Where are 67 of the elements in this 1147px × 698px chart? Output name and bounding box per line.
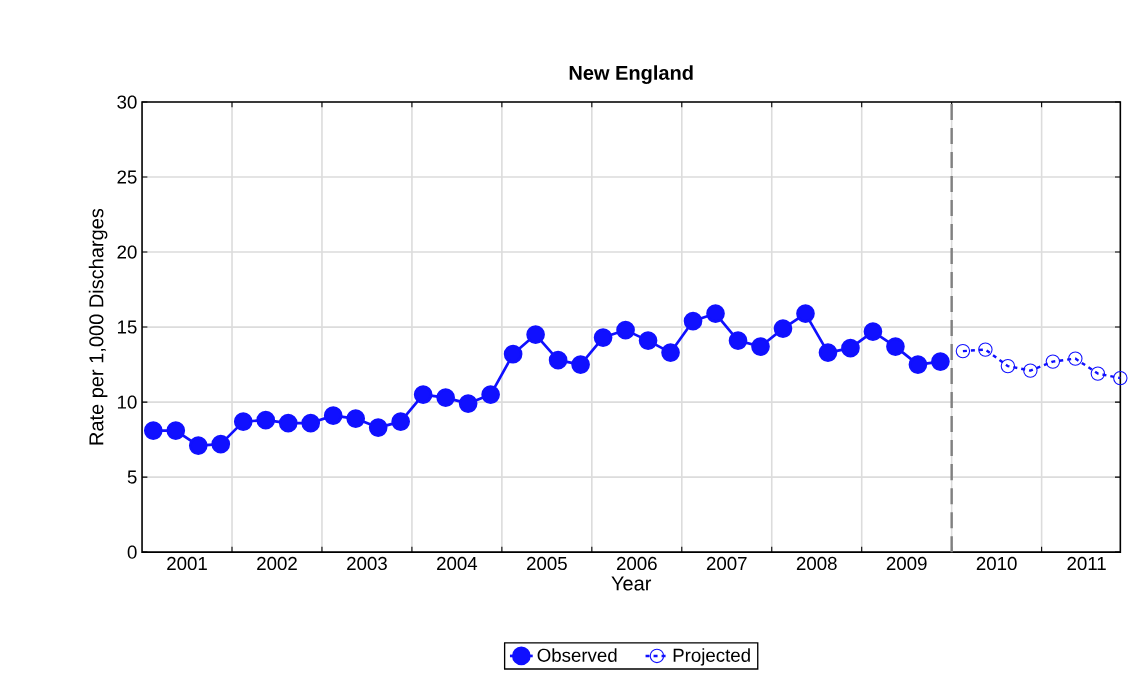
y-tick-label: 25: [117, 170, 137, 184]
point: [1090, 366, 1106, 381]
point: [751, 337, 770, 356]
x-tick-label: 2010: [976, 556, 1017, 570]
y-tick-label: 5: [127, 470, 137, 484]
legend-label: Projected: [673, 648, 750, 666]
x-tick-label: 2003: [347, 556, 387, 570]
point: [818, 343, 838, 362]
x-tick-label: 2005: [527, 556, 567, 570]
point: [571, 355, 590, 374]
point: [256, 410, 276, 430]
point: [548, 350, 568, 370]
point: [188, 436, 208, 455]
point: [1068, 351, 1083, 366]
point: [638, 331, 658, 350]
point: [503, 344, 523, 364]
point: [143, 421, 163, 440]
x-tick-label: 2011: [1067, 556, 1106, 570]
y-tick-label: 0: [127, 545, 137, 559]
point: [233, 412, 253, 431]
point: [1113, 370, 1128, 386]
point: [616, 320, 635, 340]
point: [796, 304, 815, 323]
x-axis-title: Year: [611, 576, 652, 591]
point: [661, 343, 680, 362]
point: [391, 412, 411, 431]
point: [436, 388, 455, 407]
chart-title: New England: [569, 65, 693, 84]
x-tick-label: 2007: [706, 556, 747, 570]
point: [841, 338, 860, 358]
y-axis-title: Rate per 1,000 Discharges: [88, 208, 108, 445]
point: [413, 385, 433, 404]
point: [368, 418, 388, 437]
point: [211, 434, 231, 454]
y-tick-label: 20: [117, 245, 137, 259]
x-tick-label: 2001: [167, 556, 207, 570]
point: [346, 409, 366, 428]
point: [931, 352, 950, 371]
point: [955, 343, 971, 359]
point: [1023, 363, 1038, 378]
point: [458, 394, 478, 413]
point: [526, 325, 545, 344]
point: [166, 421, 186, 440]
point: [728, 331, 748, 350]
y-tick-label: 10: [117, 395, 137, 409]
point: [278, 413, 298, 433]
point: [683, 311, 703, 331]
point: [481, 385, 500, 404]
legend-label: Observed: [537, 648, 617, 662]
point: [886, 337, 905, 356]
point: [301, 413, 321, 433]
x-tick-label: 2004: [437, 556, 478, 570]
y-tick-label: 30: [117, 95, 137, 109]
x-tick-label: 2008: [796, 556, 837, 570]
x-tick-label: 2002: [257, 556, 297, 570]
point: [706, 304, 725, 323]
point: [593, 328, 613, 347]
point: [863, 322, 883, 341]
point: [908, 355, 928, 374]
point: [323, 406, 343, 425]
point: [978, 342, 993, 357]
y-tick-label: 15: [117, 320, 137, 334]
point: [773, 319, 793, 338]
point: [1000, 358, 1016, 374]
x-tick-label: 2009: [886, 556, 927, 570]
point: [1045, 354, 1061, 369]
x-tick-label: 2006: [616, 556, 657, 570]
